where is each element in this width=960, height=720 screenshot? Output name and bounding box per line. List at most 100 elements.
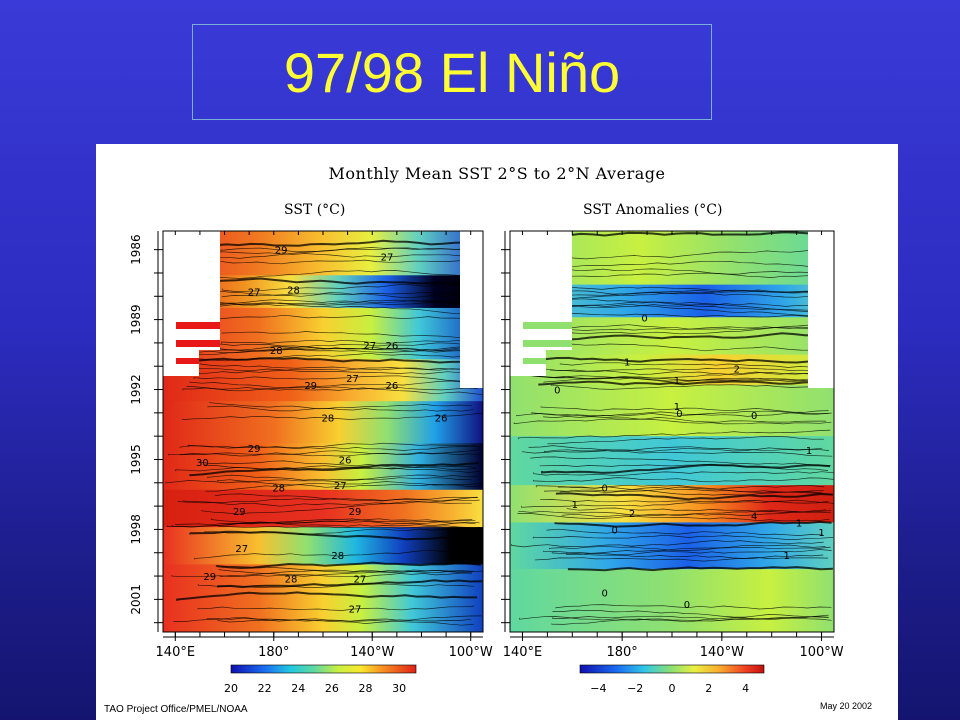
contour-line [537, 260, 826, 270]
contour-line [557, 301, 834, 307]
contour-line [543, 449, 833, 457]
anom-band-band [510, 569, 834, 632]
sst-contour-label: 27 [354, 574, 367, 585]
missing-data [163, 231, 220, 322]
contour-line [528, 445, 830, 453]
sst-contour-label: 27 [346, 374, 359, 385]
contour-line [547, 436, 824, 445]
sst-contour-label: 28 [285, 574, 298, 585]
contour-line [220, 251, 473, 258]
sst-contour-label: 28 [322, 414, 335, 425]
missing-data [510, 231, 572, 322]
slide-title-box: 97/98 El Niño [192, 24, 712, 120]
stripe-mark [523, 322, 572, 329]
sst-contour-label: 28 [331, 551, 344, 562]
sst-colorbar-tick-label: 26 [325, 682, 339, 695]
contour-line [519, 616, 832, 623]
sst-colorbar-tick-label: 22 [258, 682, 272, 695]
sst-contour-label: 27 [381, 253, 394, 264]
contour-line [199, 277, 477, 286]
sst-contour-label: 27 [235, 544, 248, 555]
sst-contour-label: 29 [275, 246, 288, 257]
contour-line [540, 406, 829, 413]
stripe-mark [176, 358, 199, 364]
stripe-mark [523, 358, 546, 364]
anomaly-contour-label: 2 [734, 365, 740, 376]
contour-line [207, 474, 472, 481]
anomaly-contour-label: 0 [751, 411, 757, 422]
contour-line [189, 462, 479, 477]
contour-line [533, 471, 834, 477]
sst-contour-label: 29 [233, 507, 246, 518]
anomaly-colorbar-tick-label: 2 [705, 682, 712, 695]
contour-line [187, 444, 477, 451]
credit-text: TAO Project Office/PMEL/NOAA [104, 704, 248, 715]
sst-contour-label: 28 [272, 483, 285, 494]
sst-contour-label: 28 [287, 285, 300, 296]
contour-line [220, 259, 473, 265]
contour-line [535, 485, 825, 490]
contour-line [195, 300, 473, 307]
stripe-mark [176, 340, 220, 347]
sst-colorbar-tick-label: 20 [224, 682, 238, 695]
figure-title: Monthly Mean SST 2°S to 2°N Average [328, 164, 666, 183]
contour-line [539, 463, 829, 471]
contour-line [218, 525, 483, 529]
contour-line [552, 614, 829, 620]
anomaly-contour-label: 2 [629, 509, 635, 520]
contour-line [543, 549, 832, 556]
anomaly-colorbar-tick-label: 4 [742, 682, 749, 695]
contour-line [551, 552, 829, 559]
contour-line [165, 474, 478, 484]
contour-line [206, 617, 472, 622]
contour-line [221, 291, 475, 298]
anomaly-contour-label: 0 [684, 600, 690, 611]
contour-line [215, 493, 480, 502]
chart-canvas: 140°E 180° 140°W 100°W 1986 1989 1992 1995 1998 2… [129, 230, 844, 695]
sst-contour-label: 27 [363, 341, 376, 352]
contour-line [177, 496, 479, 504]
sst-contour-label: 27 [334, 481, 347, 492]
y-tick-label: 1989 [129, 304, 143, 335]
contour-line [186, 380, 475, 390]
contour-line [521, 499, 834, 508]
contour-line [167, 452, 481, 457]
sst-x-tick-label: 100°W [449, 645, 493, 660]
sst-contour-label: 29 [203, 572, 216, 583]
contour-line [517, 513, 830, 522]
contour-line [566, 546, 831, 555]
anomaly-panel-title: SST Anomalies (°C) [583, 202, 723, 218]
contour-line [199, 363, 477, 371]
contour-line [215, 270, 480, 279]
anomaly-contour-label: 1 [572, 500, 578, 511]
contour-line [204, 526, 481, 535]
anomaly-contour-label: 1 [796, 518, 802, 529]
contour-line [517, 429, 831, 440]
contour-line [546, 528, 823, 536]
contour-line [193, 375, 483, 383]
contour-line [221, 331, 474, 339]
contour-line [212, 247, 477, 253]
contour-line [511, 540, 824, 548]
sst-contour-label: 29 [349, 507, 362, 518]
sst-contour-label: 26 [386, 381, 399, 392]
sst-x-tick-label: 140°W [350, 645, 394, 660]
contour-line [193, 548, 483, 560]
contour-line [535, 271, 824, 279]
anomaly-contour-label: 1 [674, 376, 680, 387]
contour-line [553, 332, 831, 341]
anomaly-contour-label: 0 [641, 313, 647, 324]
sst-contour-label: 29 [304, 381, 317, 392]
missing-data [808, 231, 834, 388]
stripe-mark [176, 322, 220, 329]
sst-contour-label: 28 [270, 346, 283, 357]
contour-line [550, 384, 828, 390]
contour-line [175, 465, 476, 472]
anomaly-contour-label: 1 [624, 358, 630, 369]
contour-line [539, 499, 829, 504]
sst-x-tick-label: 180° [258, 645, 289, 660]
contour-line [555, 492, 833, 501]
anomaly-contour-label: 1 [783, 551, 789, 562]
contour-line [534, 554, 824, 562]
y-tick-label: 2001 [129, 584, 143, 615]
